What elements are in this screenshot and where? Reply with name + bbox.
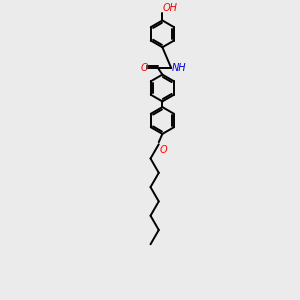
Text: O: O: [160, 145, 167, 155]
Text: OH: OH: [163, 3, 178, 13]
Text: O: O: [141, 63, 148, 73]
Text: NH: NH: [172, 63, 186, 74]
